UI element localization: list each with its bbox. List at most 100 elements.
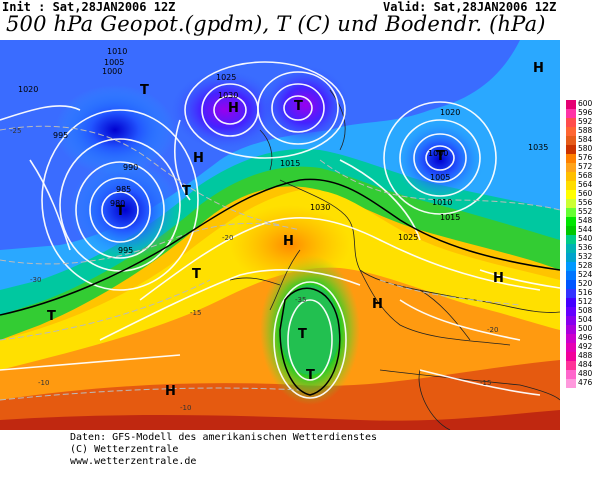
colorbar-swatch (566, 163, 576, 172)
pressure-label: 1000 (102, 67, 122, 76)
colorbar-tick-label: 512 (578, 297, 593, 306)
pressure-label: 1035 (528, 143, 548, 152)
colorbar-swatch (566, 208, 576, 217)
colorbar-row: 596 (566, 108, 600, 118)
header: Init : Sat,28JAN2006 12Z Valid: Sat,28JA… (0, 0, 600, 40)
colorbar-tick-label: 484 (578, 360, 593, 369)
colorbar-row: 500 (566, 324, 600, 334)
colorbar-row: 556 (566, 198, 600, 208)
colorbar-tick-label: 532 (578, 252, 593, 261)
colorbar-row: 580 (566, 144, 600, 154)
colorbar-tick-label: 552 (578, 207, 593, 216)
low-center: T (182, 184, 191, 199)
pressure-label: 1030 (218, 91, 238, 100)
colorbar: 600 596 592 588 584 580 576 572 568 564 560 556 552 5… (566, 99, 600, 390)
footer-url: www.wetterzentrale.de (70, 456, 197, 467)
colorbar-swatch (566, 190, 576, 199)
temp-label: -15 (190, 309, 201, 317)
colorbar-swatch (566, 334, 576, 343)
temp-label: -35 (295, 296, 306, 304)
pressure-label: 1020 (440, 108, 460, 117)
colorbar-tick-label: 540 (578, 234, 593, 243)
init-time: Init : Sat,28JAN2006 12Z (2, 0, 176, 14)
colorbar-tick-label: 568 (578, 171, 593, 180)
colorbar-tick-label: 580 (578, 144, 593, 153)
colorbar-swatch (566, 352, 576, 361)
red-band (0, 410, 560, 430)
contour-552 (0, 178, 560, 316)
colorbar-tick-label: 548 (578, 216, 593, 225)
colorbar-row: 548 (566, 216, 600, 226)
temp-label: -10 (38, 379, 49, 387)
colorbar-swatch (566, 226, 576, 235)
colorbar-swatch (566, 154, 576, 163)
pressure-label: 1005 (104, 58, 124, 67)
pressure-label: 1025 (398, 233, 418, 242)
colorbar-swatch (566, 109, 576, 118)
temp-labels: -25 -30 -35 -20 -15 -10 -15 -20 -10 (10, 127, 498, 412)
low-center: T (140, 83, 149, 98)
colorbar-swatch (566, 253, 576, 262)
colorbar-row: 584 (566, 135, 600, 145)
colorbar-tick-label: 500 (578, 324, 593, 333)
colorbar-row: 572 (566, 162, 600, 172)
colorbar-tick-label: 572 (578, 162, 593, 171)
pressure-labels: 1010 1005 1000 1020 1025 1030 995 990 98… (18, 47, 548, 255)
colorbar-tick-label: 496 (578, 333, 593, 342)
colorbar-row: 568 (566, 171, 600, 181)
temp-label: -25 (10, 127, 21, 135)
colorbar-swatch (566, 118, 576, 127)
colorbar-swatch (566, 280, 576, 289)
colorbar-swatch (566, 289, 576, 298)
colorbar-tick-label: 588 (578, 126, 593, 135)
valid-time: Valid: Sat,28JAN2006 12Z (383, 0, 557, 14)
pressure-label: 1015 (280, 159, 300, 168)
colorbar-tick-label: 564 (578, 180, 593, 189)
colorbar-swatch (566, 325, 576, 334)
colorbar-row: 516 (566, 288, 600, 298)
colorbar-tick-label: 524 (578, 270, 593, 279)
colorbar-row: 576 (566, 153, 600, 163)
temp-label: -15 (480, 379, 491, 387)
colorbar-tick-label: 576 (578, 153, 593, 162)
colorbar-row: 504 (566, 315, 600, 325)
colorbar-row: 488 (566, 351, 600, 361)
colorbar-swatch (566, 298, 576, 307)
colorbar-tick-label: 504 (578, 315, 593, 324)
colorbar-row: 508 (566, 306, 600, 316)
colorbar-swatch (566, 361, 576, 370)
dark-orange-band (0, 360, 560, 430)
centers: H H T T T T H H H H H T T T T T (47, 61, 544, 399)
map-title: 500 hPa Geopot.(gpdm), T (C) und Bodendr… (6, 12, 546, 36)
low-center: T (294, 99, 303, 114)
colorbar-swatch (566, 343, 576, 352)
high-center: H (533, 61, 544, 76)
colorbar-tick-label: 528 (578, 261, 593, 270)
colorbar-row: 560 (566, 189, 600, 199)
colorbar-row: 592 (566, 117, 600, 127)
temp-label: -10 (180, 404, 191, 412)
pressure-label: 990 (123, 163, 138, 172)
colorbar-tick-label: 556 (578, 198, 593, 207)
colorbar-tick-label: 584 (578, 135, 593, 144)
colorbar-swatch (566, 262, 576, 271)
colorbar-row: 544 (566, 225, 600, 235)
colorbar-row: 524 (566, 270, 600, 280)
footer: Daten: GFS-Modell des amerikanischen Wet… (70, 432, 377, 468)
footer-data-source: Daten: GFS-Modell des amerikanischen Wet… (70, 432, 378, 443)
colorbar-row: 564 (566, 180, 600, 190)
colorbar-tick-label: 520 (578, 279, 593, 288)
colorbar-row: 520 (566, 279, 600, 289)
colorbar-swatch (566, 100, 576, 109)
colorbar-row: 552 (566, 207, 600, 217)
colorbar-row: 536 (566, 243, 600, 253)
colorbar-tick-label: 480 (578, 369, 593, 378)
pressure-label: 1030 (310, 203, 330, 212)
colorbar-tick-label: 516 (578, 288, 593, 297)
low-center: T (192, 267, 201, 282)
colorbar-row: 512 (566, 297, 600, 307)
pressure-label: 1025 (216, 73, 236, 82)
temp-label: -20 (222, 234, 233, 242)
low-center: T (436, 149, 445, 164)
temp-label: -20 (487, 326, 498, 334)
